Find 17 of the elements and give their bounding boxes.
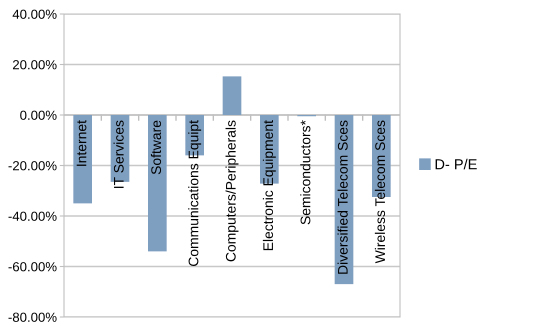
y-tick-label: -60.00% bbox=[8, 262, 57, 272]
x-tick-label: Electronic Equipment bbox=[262, 120, 276, 250]
x-tick-label: Wireless Telecom Sces bbox=[374, 120, 386, 264]
x-tick-label: Communications Equipt bbox=[188, 120, 202, 266]
x-tick-label: Software bbox=[150, 120, 162, 174]
x-tick-label: Semiconductors* bbox=[300, 120, 310, 224]
legend-label: D- P/E bbox=[436, 158, 477, 170]
x-tick-label: Computers/Peripherals bbox=[226, 120, 238, 262]
x-tick-label: Internet bbox=[76, 120, 86, 166]
y-tick-label: -80.00% bbox=[8, 312, 57, 322]
y-tick-label: -20.00% bbox=[8, 161, 57, 170]
y-tick-label: 40.00% bbox=[12, 10, 57, 19]
x-tick-label: IT Services bbox=[114, 120, 124, 188]
y-tick-label: 20.00% bbox=[12, 60, 57, 70]
y-tick-label: -40.00% bbox=[8, 212, 57, 221]
y-tick-label: 0.00% bbox=[20, 110, 57, 120]
x-tick-label: Diversified Telecom Sces bbox=[338, 120, 348, 274]
